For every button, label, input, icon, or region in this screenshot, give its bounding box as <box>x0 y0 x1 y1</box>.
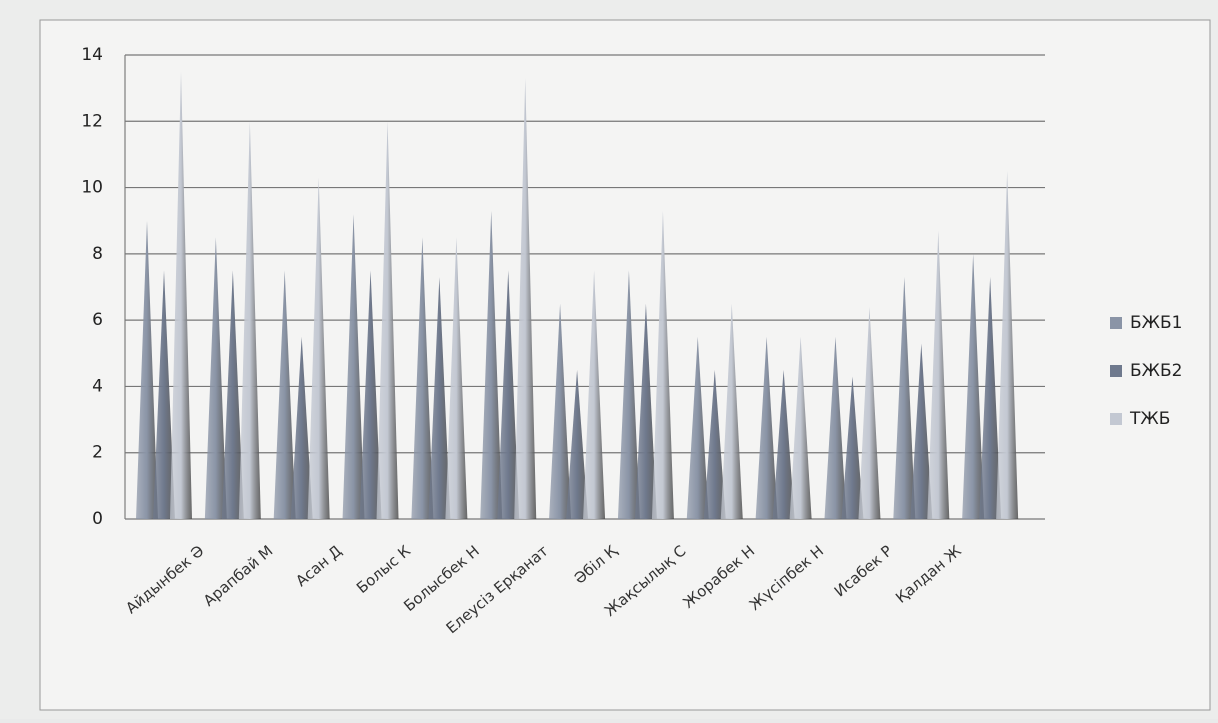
y-tick-label: 2 <box>92 443 103 463</box>
y-tick-label: 4 <box>92 376 103 396</box>
cone <box>566 369 589 519</box>
cone <box>428 277 451 519</box>
cone <box>651 210 674 519</box>
legend-label: ТЖБ <box>1129 409 1170 429</box>
cone <box>290 336 313 519</box>
cone <box>927 230 950 519</box>
cone <box>824 336 847 519</box>
y-tick-label: 6 <box>92 310 103 330</box>
cone <box>755 336 778 519</box>
cone <box>307 177 330 519</box>
legend-swatch <box>1110 317 1122 329</box>
cone <box>359 270 382 519</box>
legend-label: БЖБ2 <box>1130 361 1182 381</box>
cone <box>910 343 933 519</box>
y-tick-label: 14 <box>81 45 103 65</box>
y-tick-label: 10 <box>81 178 103 198</box>
cone <box>996 171 1019 519</box>
cone <box>549 303 572 519</box>
cone <box>583 270 606 519</box>
cone <box>720 303 743 519</box>
cone <box>238 121 261 520</box>
cone <box>170 71 192 520</box>
cone <box>273 270 296 519</box>
y-tick-label: 12 <box>81 111 103 131</box>
cone <box>634 303 657 519</box>
cone <box>204 237 227 520</box>
cone <box>514 78 537 519</box>
cone <box>686 336 709 519</box>
cone <box>445 237 468 520</box>
cone <box>979 277 1002 519</box>
cone <box>772 369 795 519</box>
legend-swatch <box>1110 365 1122 377</box>
cone <box>136 220 158 519</box>
cone <box>480 210 503 519</box>
cone <box>221 270 244 519</box>
legend-swatch <box>1110 413 1122 425</box>
cone <box>497 270 520 519</box>
cone <box>789 336 812 519</box>
y-tick-label: 0 <box>92 509 103 529</box>
cone <box>841 376 864 519</box>
cone <box>703 369 726 519</box>
cone <box>893 277 916 519</box>
cone <box>411 237 434 520</box>
cone <box>342 214 365 520</box>
legend-label: БЖБ1 <box>1130 313 1182 333</box>
cone <box>376 121 399 520</box>
y-tick-label: 8 <box>92 244 103 264</box>
cone <box>858 306 881 519</box>
cone <box>153 270 175 519</box>
cone <box>962 253 985 519</box>
cone <box>617 270 640 519</box>
